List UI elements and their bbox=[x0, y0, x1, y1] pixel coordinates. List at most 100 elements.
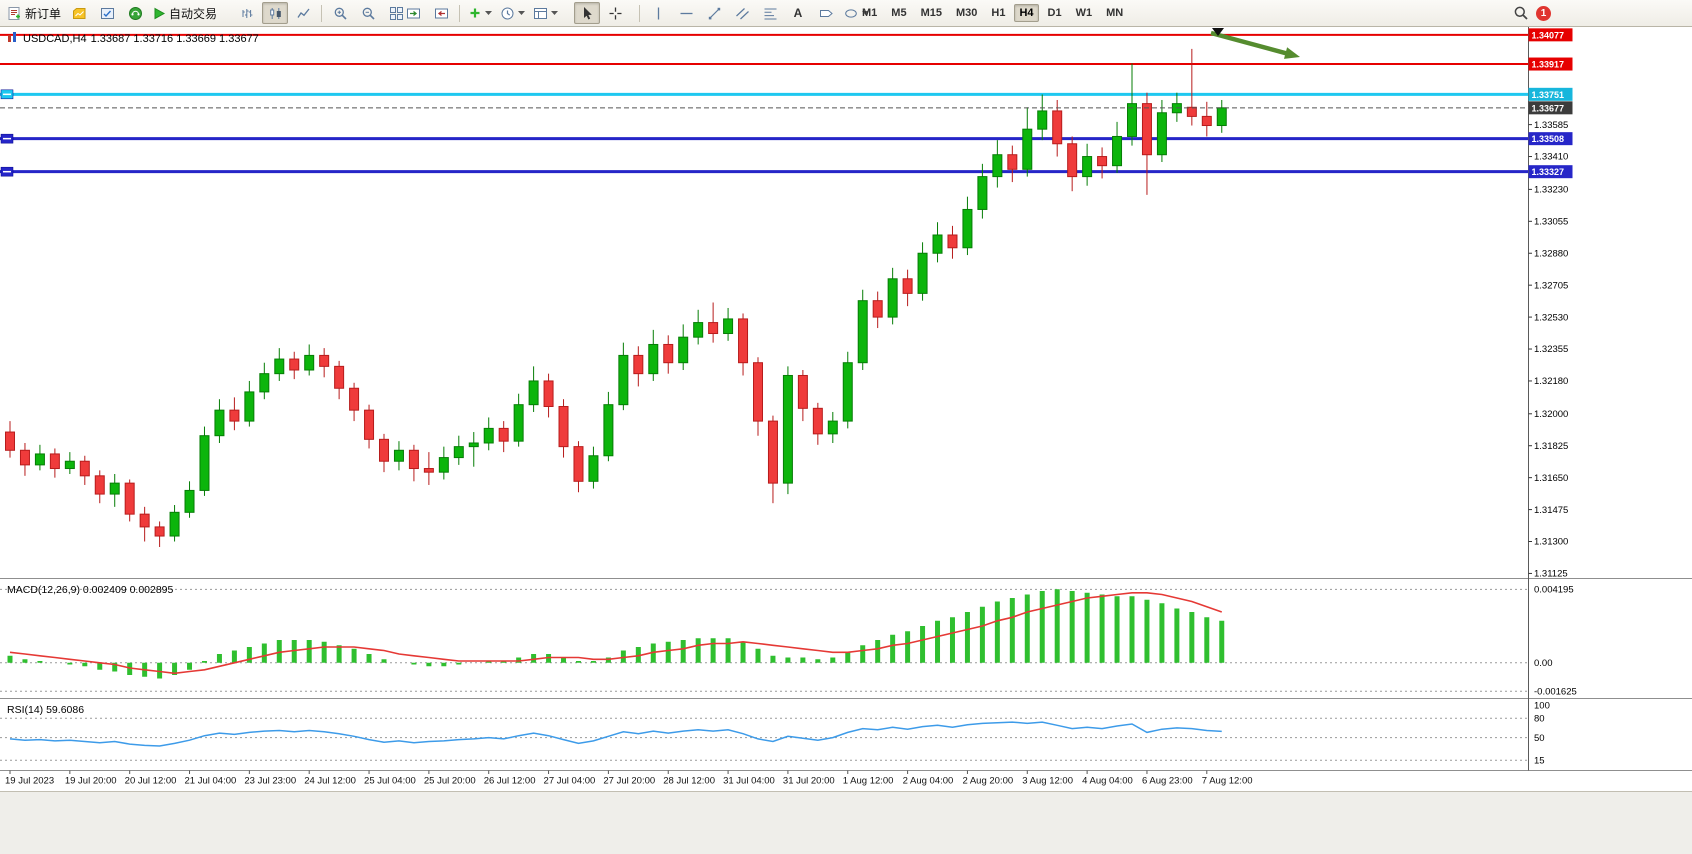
shapes-button[interactable] bbox=[841, 2, 872, 24]
candle-body bbox=[19, 449, 30, 466]
community-button[interactable] bbox=[122, 2, 148, 24]
tf-button-h1[interactable]: H1 bbox=[991, 7, 1006, 19]
channel-button[interactable] bbox=[729, 2, 755, 24]
text-tool-icon: A bbox=[793, 6, 803, 20]
cursor-button[interactable] bbox=[574, 2, 600, 24]
tf-button-mn[interactable]: MN bbox=[1106, 7, 1124, 19]
candle-body bbox=[1141, 103, 1152, 156]
candle-body bbox=[1022, 128, 1033, 170]
tile-windows-button[interactable] bbox=[383, 2, 409, 24]
svg-text:1.31300: 1.31300 bbox=[1534, 537, 1568, 548]
horizontal-line-button[interactable] bbox=[673, 2, 699, 24]
crosshair-button[interactable] bbox=[602, 2, 628, 24]
candle-body bbox=[827, 420, 838, 435]
svg-text:1.32705: 1.32705 bbox=[1534, 280, 1568, 291]
svg-text:1.33751: 1.33751 bbox=[1532, 90, 1565, 100]
macd-signal-line bbox=[9, 591, 1223, 675]
vertical-line-button[interactable] bbox=[645, 2, 671, 24]
candle-body bbox=[528, 380, 539, 406]
svg-text:100: 100 bbox=[1534, 700, 1550, 711]
zoom-out-button[interactable] bbox=[355, 2, 381, 24]
candle-body bbox=[184, 489, 195, 513]
tf-button-m1[interactable]: M1 bbox=[862, 7, 878, 19]
candle-body bbox=[79, 460, 90, 477]
templates-button[interactable] bbox=[530, 2, 561, 24]
svg-text:1.33327: 1.33327 bbox=[1532, 167, 1565, 177]
autotrade-play-icon bbox=[153, 6, 166, 21]
autoscroll-button[interactable] bbox=[400, 2, 426, 24]
notification-badge[interactable]: 1 bbox=[1536, 5, 1551, 21]
candle-body bbox=[797, 374, 808, 409]
line-handle[interactable] bbox=[0, 166, 14, 177]
metaeditor-button[interactable] bbox=[94, 2, 120, 24]
text-button[interactable]: A bbox=[785, 2, 811, 24]
chart-icon bbox=[7, 31, 19, 46]
bars-chart-button[interactable] bbox=[234, 2, 260, 24]
candle-body bbox=[633, 354, 644, 375]
profiles-button[interactable] bbox=[66, 2, 92, 24]
template-icon bbox=[533, 6, 548, 21]
candles-series bbox=[5, 48, 1227, 547]
bars-chart-icon bbox=[240, 6, 255, 21]
chart-shift-button[interactable] bbox=[428, 2, 454, 24]
candle-body bbox=[229, 409, 240, 422]
candle-body bbox=[364, 409, 375, 440]
candlestick-chart-button[interactable] bbox=[262, 2, 288, 24]
indicators-button[interactable] bbox=[465, 2, 495, 24]
svg-text:26 Jul 12:00: 26 Jul 12:00 bbox=[484, 776, 536, 787]
tf-button-m30[interactable]: M30 bbox=[955, 7, 978, 19]
svg-text:1.34077: 1.34077 bbox=[1532, 30, 1565, 40]
svg-text:0.004195: 0.004195 bbox=[1534, 585, 1574, 596]
line-handle[interactable] bbox=[0, 133, 14, 144]
candle-body bbox=[618, 354, 629, 406]
tf-button-h4[interactable]: H4 bbox=[1014, 4, 1039, 22]
svg-text:27 Jul 04:00: 27 Jul 04:00 bbox=[544, 776, 596, 787]
marker-triangle[interactable] bbox=[1212, 28, 1224, 36]
svg-text:1.33508: 1.33508 bbox=[1532, 134, 1565, 144]
line-chart-button[interactable] bbox=[290, 2, 316, 24]
toolbar-group-chart-type bbox=[234, 0, 409, 26]
fibonacci-button[interactable] bbox=[757, 2, 783, 24]
candle-body bbox=[962, 208, 973, 249]
candle-body bbox=[1067, 143, 1078, 178]
periods-button[interactable] bbox=[497, 2, 528, 24]
tf-button-m5[interactable]: M5 bbox=[891, 7, 907, 19]
trendline-button[interactable] bbox=[701, 2, 727, 24]
candle-body bbox=[917, 252, 928, 294]
tf-button-w1[interactable]: W1 bbox=[1075, 7, 1093, 19]
svg-text:1.31125: 1.31125 bbox=[1534, 569, 1568, 580]
rsi-panel: 100 80 50 15 bbox=[0, 700, 1550, 766]
candle-body bbox=[379, 438, 389, 462]
candle-body bbox=[1097, 156, 1108, 167]
tf-button-m15[interactable]: M15 bbox=[920, 7, 942, 19]
level-lines bbox=[0, 33, 1528, 174]
zoom-in-button[interactable] bbox=[327, 2, 353, 24]
candle-body bbox=[408, 449, 419, 470]
candle-body bbox=[1082, 156, 1093, 178]
candle-body bbox=[319, 354, 330, 367]
label-button[interactable] bbox=[813, 2, 839, 24]
autotrade-button[interactable]: 自动交易 bbox=[150, 2, 220, 24]
toolbar-group-right: 1 bbox=[1508, 0, 1551, 26]
price-axis: 1.33585 1.33410 1.33230 1.33055 1.32880 1.327… bbox=[1528, 120, 1568, 580]
candle-body bbox=[468, 442, 479, 448]
line-handle[interactable] bbox=[0, 89, 14, 100]
arrow-annotation[interactable] bbox=[1210, 30, 1300, 59]
svg-text:24 Jul 12:00: 24 Jul 12:00 bbox=[304, 776, 356, 787]
candle-body bbox=[124, 482, 135, 515]
price-chart[interactable]: 1.33585 1.33410 1.33230 1.33055 1.32880 1.327… bbox=[0, 27, 1692, 791]
crosshair-icon bbox=[608, 6, 623, 21]
candle-body bbox=[588, 455, 599, 482]
svg-text:1 Aug 12:00: 1 Aug 12:00 bbox=[843, 776, 894, 787]
new-order-button[interactable]: 新订单 bbox=[4, 2, 64, 24]
panel-frame bbox=[0, 27, 1692, 771]
search-button[interactable] bbox=[1508, 2, 1534, 24]
candle-body bbox=[49, 453, 60, 470]
candle-body bbox=[1216, 107, 1227, 127]
candle-body bbox=[992, 154, 1003, 178]
candle-body bbox=[154, 526, 165, 537]
candle-body bbox=[438, 457, 449, 473]
svg-text:20 Jul 12:00: 20 Jul 12:00 bbox=[125, 776, 177, 787]
svg-text:28 Jul 12:00: 28 Jul 12:00 bbox=[663, 776, 715, 787]
tf-button-d1[interactable]: D1 bbox=[1047, 7, 1062, 19]
